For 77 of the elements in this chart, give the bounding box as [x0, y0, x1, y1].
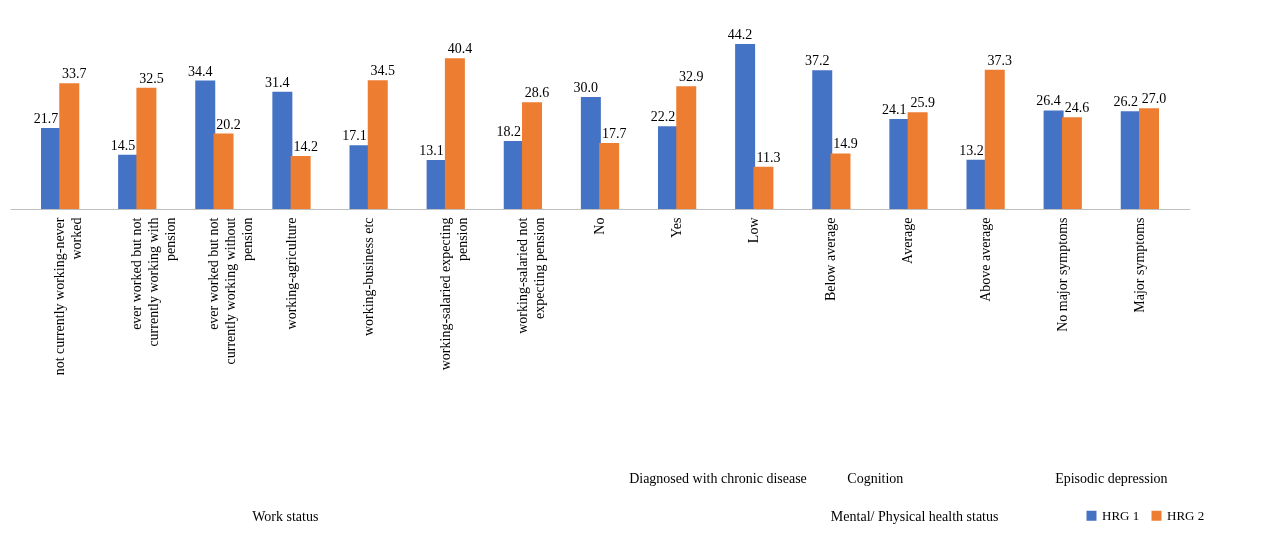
data-label: 31.4	[265, 74, 290, 90]
data-label: 27.0	[1141, 91, 1167, 107]
bar	[966, 159, 987, 209]
data-label: 26.2	[1113, 94, 1138, 110]
data-label: 34.5	[370, 63, 396, 79]
x-tick-label: Yes	[669, 217, 685, 238]
bar	[195, 80, 216, 209]
bar	[580, 97, 601, 209]
bar	[272, 91, 293, 209]
bar	[889, 119, 910, 209]
x-tick-label: not currently working-never worked	[52, 217, 85, 376]
data-label: 37.3	[987, 52, 1012, 68]
bar	[118, 154, 139, 209]
bar	[213, 133, 234, 209]
text: Diagnosed with chronic disease	[629, 471, 807, 486]
bar	[657, 126, 678, 209]
data-label: 14.5	[110, 137, 136, 153]
bar	[812, 70, 833, 209]
data-label: 34.4	[188, 63, 213, 79]
bar	[676, 86, 697, 209]
x-tick-label: Low	[746, 216, 762, 244]
data-label: 17.1	[342, 128, 367, 144]
bar	[907, 112, 928, 209]
bar	[1139, 108, 1159, 209]
data-label: 17.7	[601, 125, 627, 141]
bar	[349, 145, 370, 209]
x-tick-label: No major symptoms	[1054, 217, 1070, 332]
x-tick-label: working-business etc	[360, 217, 376, 337]
bar	[735, 44, 756, 209]
x-tick-label: Average	[900, 217, 916, 264]
data-label: 32.9	[679, 69, 704, 85]
data-label: 14.2	[293, 138, 318, 154]
bar	[830, 153, 851, 209]
data-label: 14.9	[833, 136, 858, 152]
data-label: 21.7	[33, 110, 59, 126]
text: Mental/ Physical health status	[830, 509, 999, 524]
data-label: 11.3	[756, 149, 781, 165]
data-label: 37.2	[804, 53, 830, 69]
data-label: 44.2	[727, 27, 753, 42]
x-tick-label: Below average	[823, 217, 839, 302]
x-tick-label: working-agriculture	[283, 217, 299, 330]
data-label: 40.4	[447, 41, 473, 57]
data-label: 25.9	[910, 95, 935, 111]
text: Episodic depression	[1055, 471, 1168, 486]
data-label: 22.2	[650, 109, 676, 125]
bar	[290, 155, 311, 209]
x-tick-label: Above average	[977, 217, 993, 302]
bar	[1043, 110, 1064, 209]
bar	[522, 102, 543, 209]
bar	[1061, 117, 1082, 209]
data-label: 32.5	[139, 70, 164, 86]
bar	[444, 58, 465, 209]
x-tick-label: Major symptoms	[1131, 217, 1147, 313]
data-label: 18.2	[496, 124, 521, 140]
data-label: 33.7	[62, 66, 87, 82]
data-label: 28.6	[524, 85, 550, 101]
bar	[984, 69, 1005, 209]
x-tick-label: No	[592, 217, 607, 235]
data-label: 26.4	[1036, 93, 1061, 109]
data-label: 20.2	[216, 116, 241, 132]
bar	[367, 80, 388, 209]
data-label: 24.1	[882, 102, 907, 118]
text: Cognition	[847, 471, 904, 486]
data-label: 13.2	[959, 142, 984, 158]
legend-label: HRG 2	[1167, 507, 1205, 523]
bar	[136, 87, 157, 209]
bar	[599, 142, 620, 209]
data-label: 13.1	[419, 143, 444, 159]
bar	[59, 83, 80, 209]
text: Work status	[252, 509, 319, 524]
x-tick-label: working-salaried expecting pension	[437, 217, 470, 371]
bar	[1120, 111, 1141, 209]
legend-label: HRG 1	[1102, 507, 1140, 523]
x-tick-label: ever worked but not currently working with pension	[129, 217, 179, 347]
data-label: 30.0	[573, 80, 599, 96]
data-label: 24.6	[1064, 100, 1090, 116]
bar	[753, 166, 774, 209]
